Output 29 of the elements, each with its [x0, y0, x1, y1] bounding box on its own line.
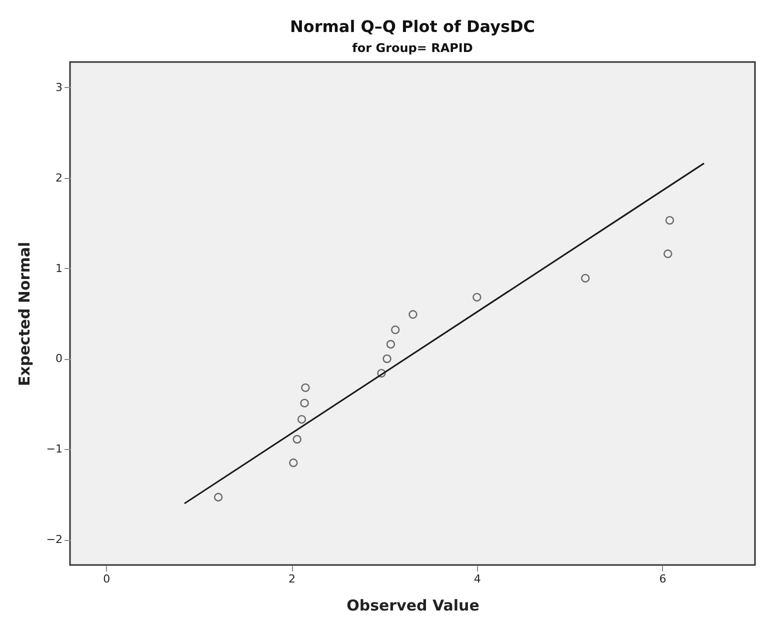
- y-tick-label: 1: [56, 262, 62, 275]
- point: [377, 368, 386, 378]
- y-tick-label: 0: [56, 352, 62, 366]
- point: [301, 383, 310, 392]
- point: [297, 414, 306, 424]
- point: [289, 458, 298, 468]
- x-tick-label: 2: [288, 572, 296, 586]
- x-tick-label: 6: [659, 572, 666, 586]
- point: [408, 310, 418, 319]
- y-tick-label: 2: [56, 171, 62, 184]
- point: [382, 354, 392, 364]
- x-tick-label: 0: [103, 572, 110, 586]
- point: [581, 274, 590, 283]
- point: [300, 398, 309, 408]
- y-axis-title: Expected Normal: [15, 242, 34, 386]
- chart-subtitle: for Group= RAPID: [352, 41, 473, 55]
- x-axis-title: Observed Value: [346, 596, 480, 614]
- point: [386, 340, 396, 349]
- y-tick-label: −2: [46, 533, 62, 546]
- point: [292, 434, 302, 444]
- point: [390, 325, 400, 334]
- point: [664, 249, 672, 258]
- point: [472, 292, 482, 302]
- x-tick-label: 4: [474, 572, 481, 586]
- point: [214, 492, 223, 502]
- chart-title: Normal Q–Q Plot of DaysDC: [290, 17, 536, 36]
- point: [665, 216, 674, 225]
- y-tick-label: −1: [46, 442, 62, 456]
- y-tick-label: 3: [56, 80, 62, 94]
